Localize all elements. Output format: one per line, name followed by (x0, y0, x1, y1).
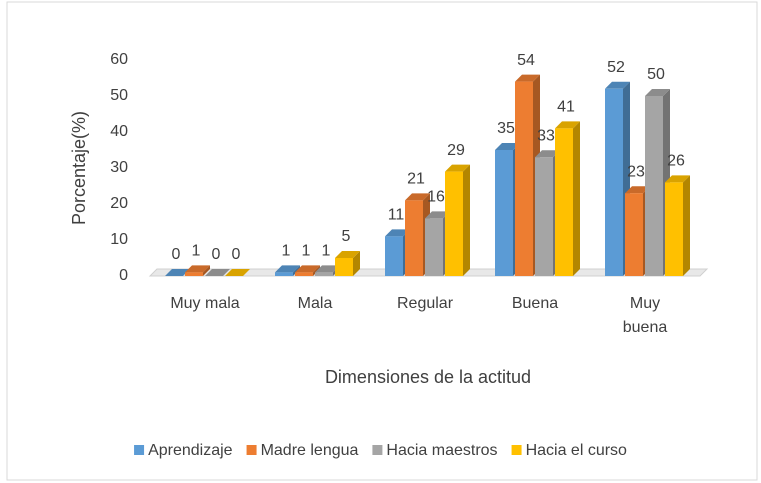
data-label: 0 (212, 246, 221, 263)
data-label: 23 (627, 163, 645, 180)
data-label: 33 (537, 127, 555, 144)
bar (275, 272, 293, 276)
bar (405, 200, 423, 276)
x-axis-title: Dimensiones de la actitud (325, 367, 531, 387)
data-label: 16 (427, 189, 445, 206)
bar (495, 150, 513, 276)
bar-side (293, 265, 300, 276)
bar (665, 182, 683, 276)
bar-side (353, 251, 360, 276)
data-label: 41 (557, 99, 575, 116)
data-label: 35 (497, 120, 515, 137)
y-tick-label: 50 (110, 87, 128, 104)
data-label: 50 (647, 66, 665, 83)
bar-top (335, 251, 360, 258)
bar-top (535, 150, 560, 158)
data-label: 1 (322, 243, 331, 260)
bar (535, 157, 553, 276)
data-label: 29 (447, 142, 465, 159)
legend-swatch (246, 445, 257, 455)
bar (645, 96, 663, 276)
x-tick-label: Mala (298, 295, 333, 312)
y-tick-label: 10 (110, 231, 128, 248)
x-tick-label: Regular (397, 295, 454, 312)
data-label: 1 (302, 243, 311, 260)
bar (295, 272, 313, 276)
bar-top (295, 265, 320, 273)
bar (385, 236, 403, 276)
bar-top (645, 89, 670, 96)
y-tick-label: 20 (110, 195, 128, 212)
bar-side (683, 175, 690, 276)
bar (445, 171, 463, 276)
data-label: 21 (407, 171, 425, 188)
bar-top (385, 229, 410, 237)
legend-swatch (134, 445, 145, 455)
bar-top (405, 193, 430, 201)
data-label: 5 (342, 228, 351, 245)
bar-top (225, 269, 250, 276)
y-tick-label: 60 (110, 51, 128, 68)
data-label: 52 (607, 59, 625, 76)
legend-label: Hacia maestros (386, 442, 497, 459)
bar-top (625, 186, 650, 194)
bar-top (665, 175, 690, 183)
bar-top (555, 121, 580, 129)
data-label: 11 (388, 207, 405, 224)
legend-swatch (372, 445, 383, 455)
bar-top (275, 265, 300, 273)
legend: Aprendizaje Madre lengua Hacia maestros Hac… (134, 442, 627, 459)
bar-side (203, 265, 210, 276)
bar-side (463, 164, 470, 276)
bar (425, 218, 443, 276)
bar-top (605, 81, 630, 89)
data-label: 0 (232, 246, 241, 263)
bar (185, 272, 203, 276)
x-tick-label: Muy buena (623, 295, 668, 336)
bar (605, 88, 623, 276)
bar-top (165, 269, 190, 276)
data-label: 1 (282, 243, 291, 260)
bar-top (185, 265, 210, 273)
bar (625, 193, 643, 276)
data-label: 54 (517, 52, 535, 69)
x-tick-label: Muy mala (170, 295, 239, 312)
legend-label: Aprendizaje (148, 442, 233, 459)
bar (515, 81, 533, 276)
legend-label: Hacia el curso (526, 442, 627, 459)
y-tick-label: 30 (110, 159, 128, 176)
bar-top (495, 143, 520, 150)
bar-top (515, 74, 540, 82)
legend-label: Madre lengua (261, 442, 359, 459)
data-label: 26 (667, 153, 685, 170)
y-axis-title: Porcentaje(%) (69, 111, 89, 225)
bar-side (573, 121, 580, 277)
bar-top (315, 265, 340, 273)
y-tick-label: 0 (119, 267, 128, 284)
data-label: 0 (172, 246, 181, 263)
data-label: 1 (192, 243, 201, 260)
bar (335, 258, 353, 276)
x-tick-label: Buena (512, 295, 558, 312)
bar-top (205, 269, 230, 276)
bar (555, 128, 573, 276)
bar-top (445, 164, 470, 172)
legend-swatch (511, 445, 522, 455)
y-tick-label: 40 (110, 123, 128, 140)
bar-top (425, 211, 450, 219)
bar (315, 272, 333, 276)
bar-side (313, 265, 320, 276)
